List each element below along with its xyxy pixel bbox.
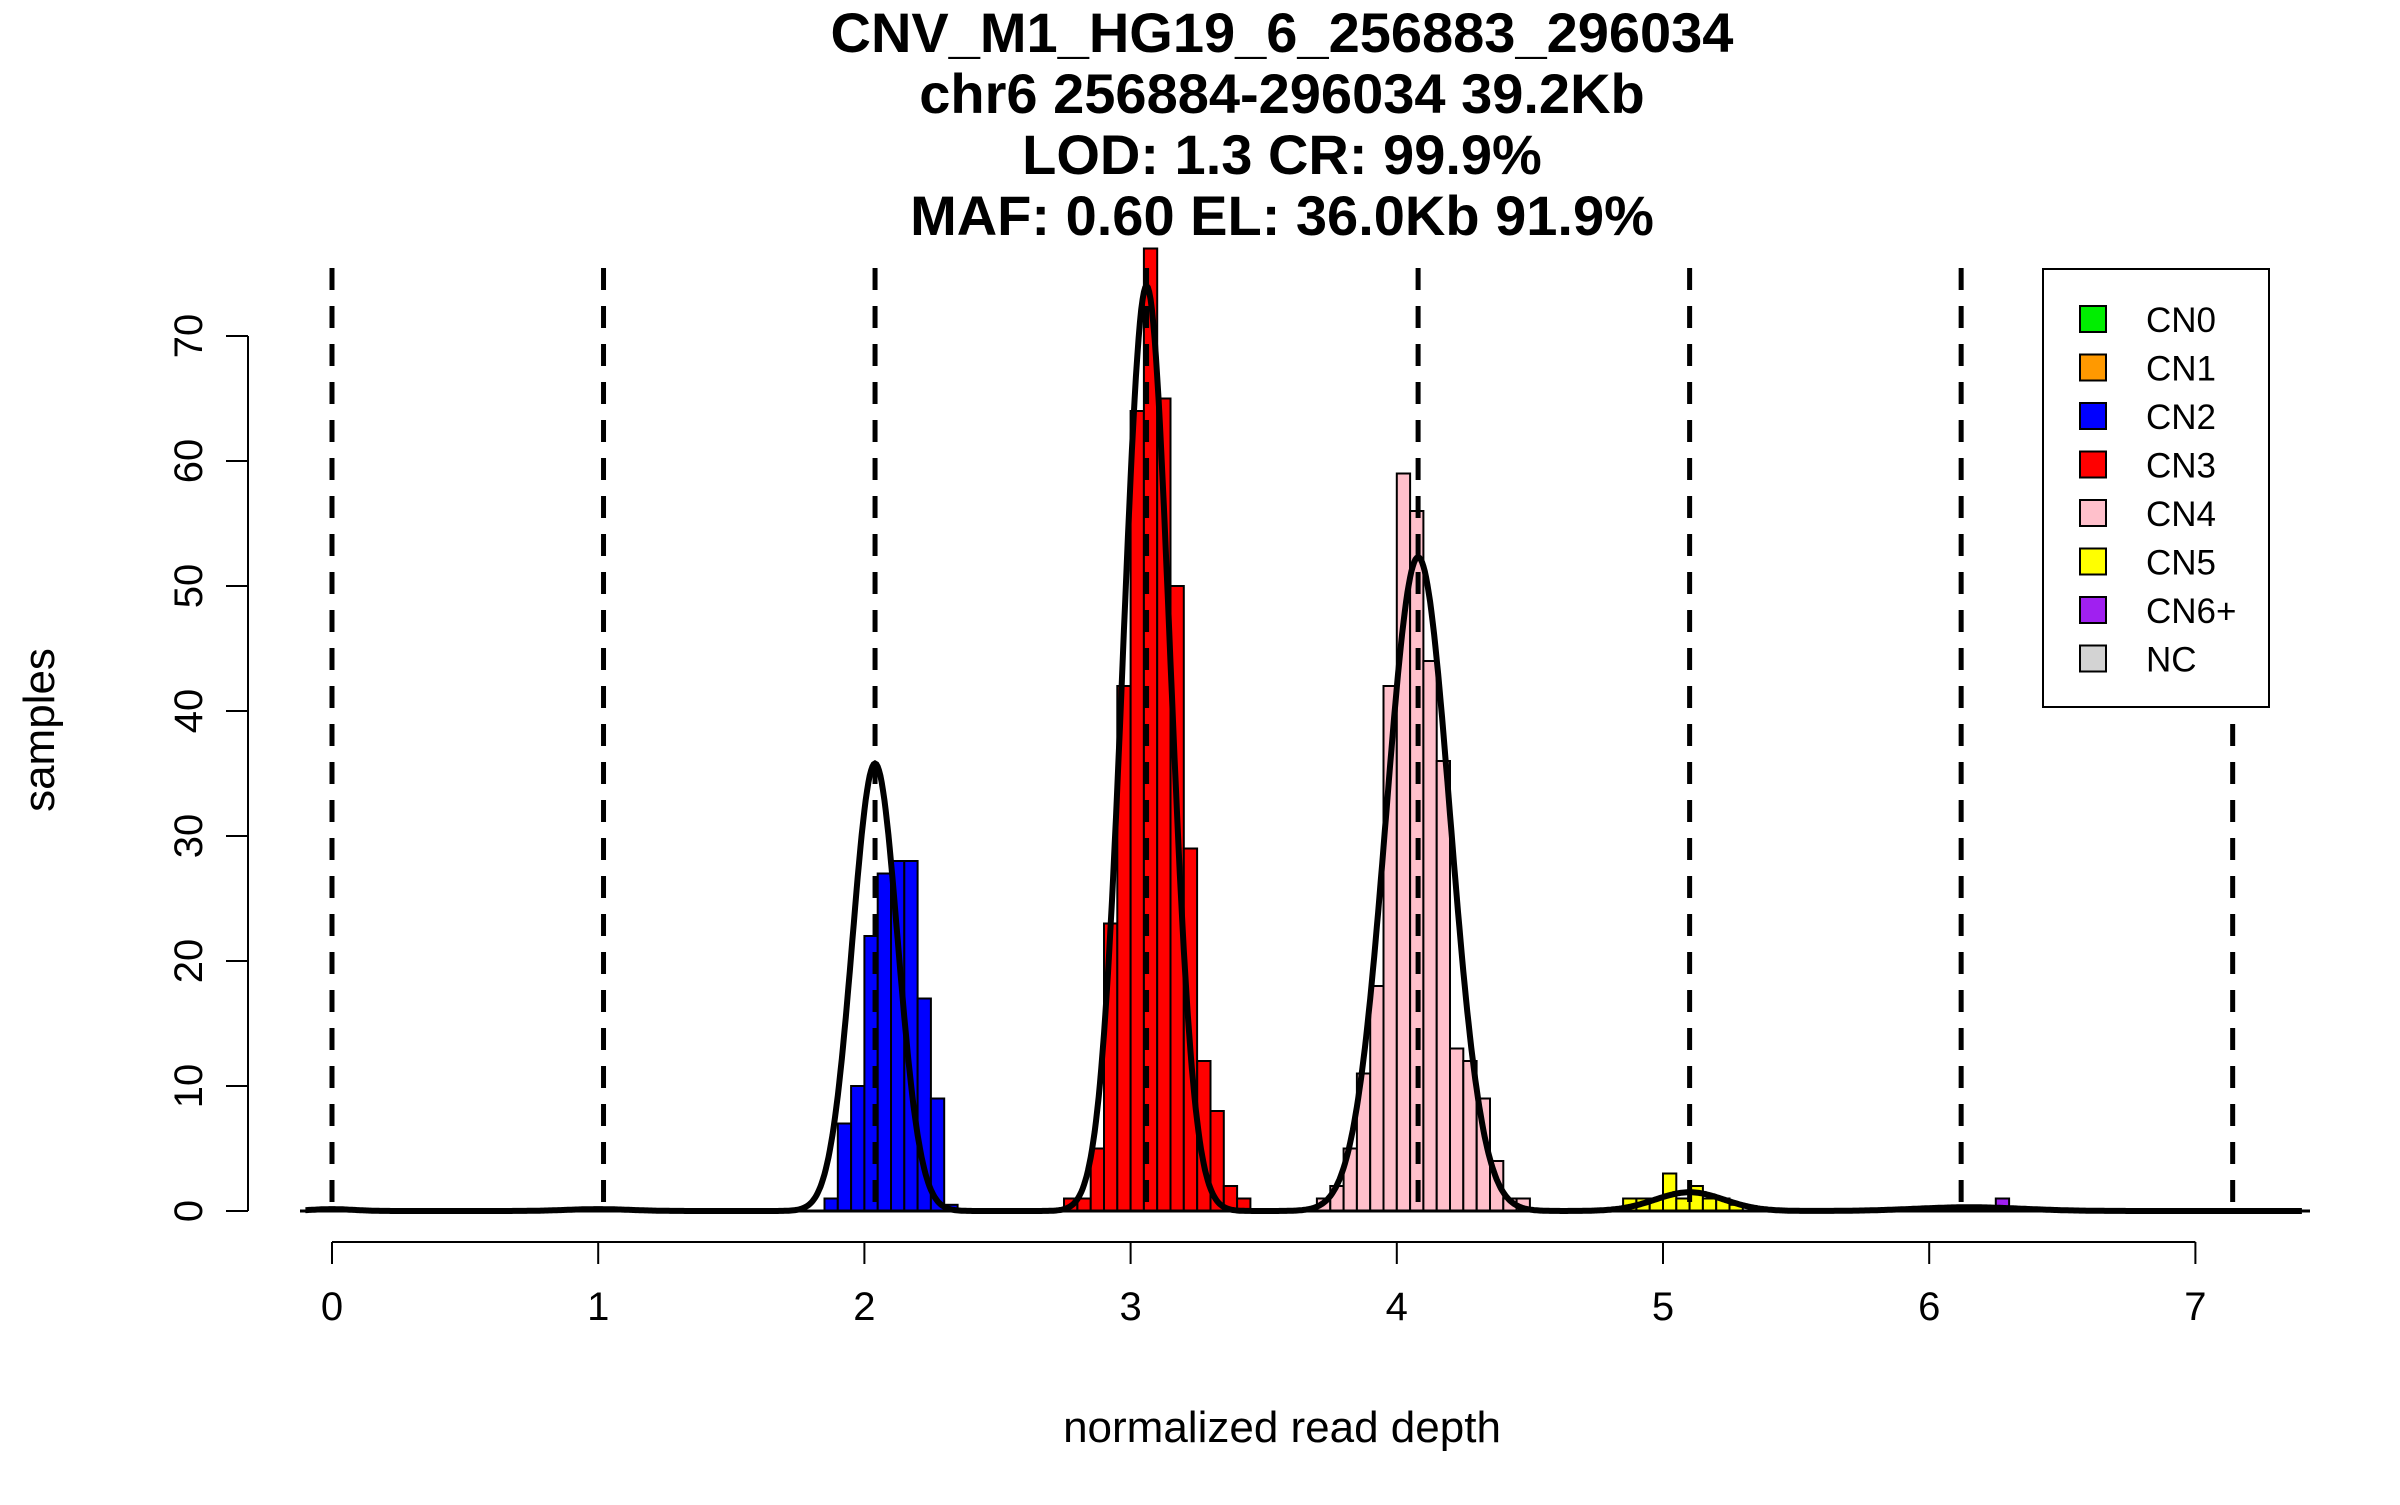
title-line-4: MAF: 0.60 EL: 36.0Kb 91.9% bbox=[910, 184, 1654, 247]
x-tick-label-5: 5 bbox=[1652, 1285, 1674, 1329]
y-tick-label-7: 70 bbox=[167, 314, 211, 359]
legend-swatch-cn3 bbox=[2079, 450, 2107, 479]
legend: CN0 CN1 CN2 CN3 CN4 CN5 CN6+ NC bbox=[2042, 268, 2270, 708]
legend-label-cn5: CN5 bbox=[2146, 544, 2216, 583]
y-axis: 0 10 20 30 40 50 60 70 bbox=[167, 314, 249, 1222]
x-tick-label-1: 1 bbox=[587, 1285, 609, 1329]
bar-cn2-4 bbox=[876, 872, 893, 1212]
legend-swatch-cn4 bbox=[2079, 499, 2107, 527]
legend-label-cn1: CN1 bbox=[2146, 350, 2216, 389]
legend-box bbox=[2042, 268, 2270, 708]
x-tick-label-0: 0 bbox=[321, 1285, 343, 1329]
title-line-2: chr6 256884-296034 39.2Kb bbox=[919, 62, 1644, 125]
legend-label-cn0: CN0 bbox=[2146, 301, 2216, 340]
bar-cn4-10 bbox=[1449, 1047, 1465, 1212]
y-tick-label-0: 0 bbox=[167, 1200, 211, 1222]
y-tick-label-5: 50 bbox=[167, 564, 211, 609]
x-tick-label-7: 7 bbox=[2184, 1285, 2206, 1329]
title-line-1: CNV_M1_HG19_6_256883_296034 bbox=[831, 1, 1734, 64]
x-axis: 0 1 2 3 4 5 6 7 bbox=[300, 1209, 2310, 1329]
bar-cn4-9 bbox=[1435, 760, 1451, 1212]
legend-swatch-cn1 bbox=[2079, 353, 2107, 382]
y-axis-label: samples bbox=[15, 648, 64, 812]
title-line-3: LOD: 1.3 CR: 99.9% bbox=[1022, 123, 1542, 186]
legend-swatch-cn6plus bbox=[2079, 596, 2107, 624]
y-tick-label-1: 10 bbox=[167, 1064, 211, 1109]
x-tick-label-6: 6 bbox=[1918, 1285, 1940, 1329]
x-tick-label-3: 3 bbox=[1119, 1285, 1141, 1329]
chart-title: CNV_M1_HG19_6_256883_296034 chr6 256884-… bbox=[831, 1, 1734, 247]
bar-cn4-8 bbox=[1422, 660, 1438, 1212]
bar-cn2-1 bbox=[836, 1122, 853, 1212]
bar-cn2-2 bbox=[850, 1085, 866, 1212]
legend-label-cn2: CN2 bbox=[2146, 398, 2216, 437]
legend-label-cn6plus: CN6+ bbox=[2146, 592, 2236, 631]
legend-label-cn4: CN4 bbox=[2146, 495, 2216, 534]
x-tick-label-4: 4 bbox=[1386, 1285, 1408, 1329]
y-tick-label-3: 30 bbox=[167, 814, 211, 859]
legend-label-nc: NC bbox=[2146, 641, 2197, 680]
bar-cn3-5 bbox=[1129, 410, 1145, 1212]
y-tick-label-4: 40 bbox=[167, 689, 211, 734]
bar-cn5-6 bbox=[1701, 1197, 1718, 1212]
copy-number-cutoff-lines bbox=[329, 268, 2236, 1211]
y-tick-label-6: 60 bbox=[167, 439, 211, 484]
legend-swatch-cn2 bbox=[2079, 402, 2107, 430]
legend-label-cn3: CN3 bbox=[2146, 447, 2216, 486]
legend-swatch-cn5 bbox=[2079, 547, 2107, 576]
y-tick-label-2: 20 bbox=[167, 939, 211, 984]
legend-swatch-cn0 bbox=[2079, 305, 2107, 333]
bar-cn4-4 bbox=[1369, 985, 1385, 1212]
legend-swatch-nc bbox=[2079, 644, 2107, 673]
x-tick-label-2: 2 bbox=[853, 1285, 875, 1329]
bar-cn2-0 bbox=[823, 1197, 839, 1212]
x-axis-label: normalized read depth bbox=[1063, 1403, 1501, 1452]
